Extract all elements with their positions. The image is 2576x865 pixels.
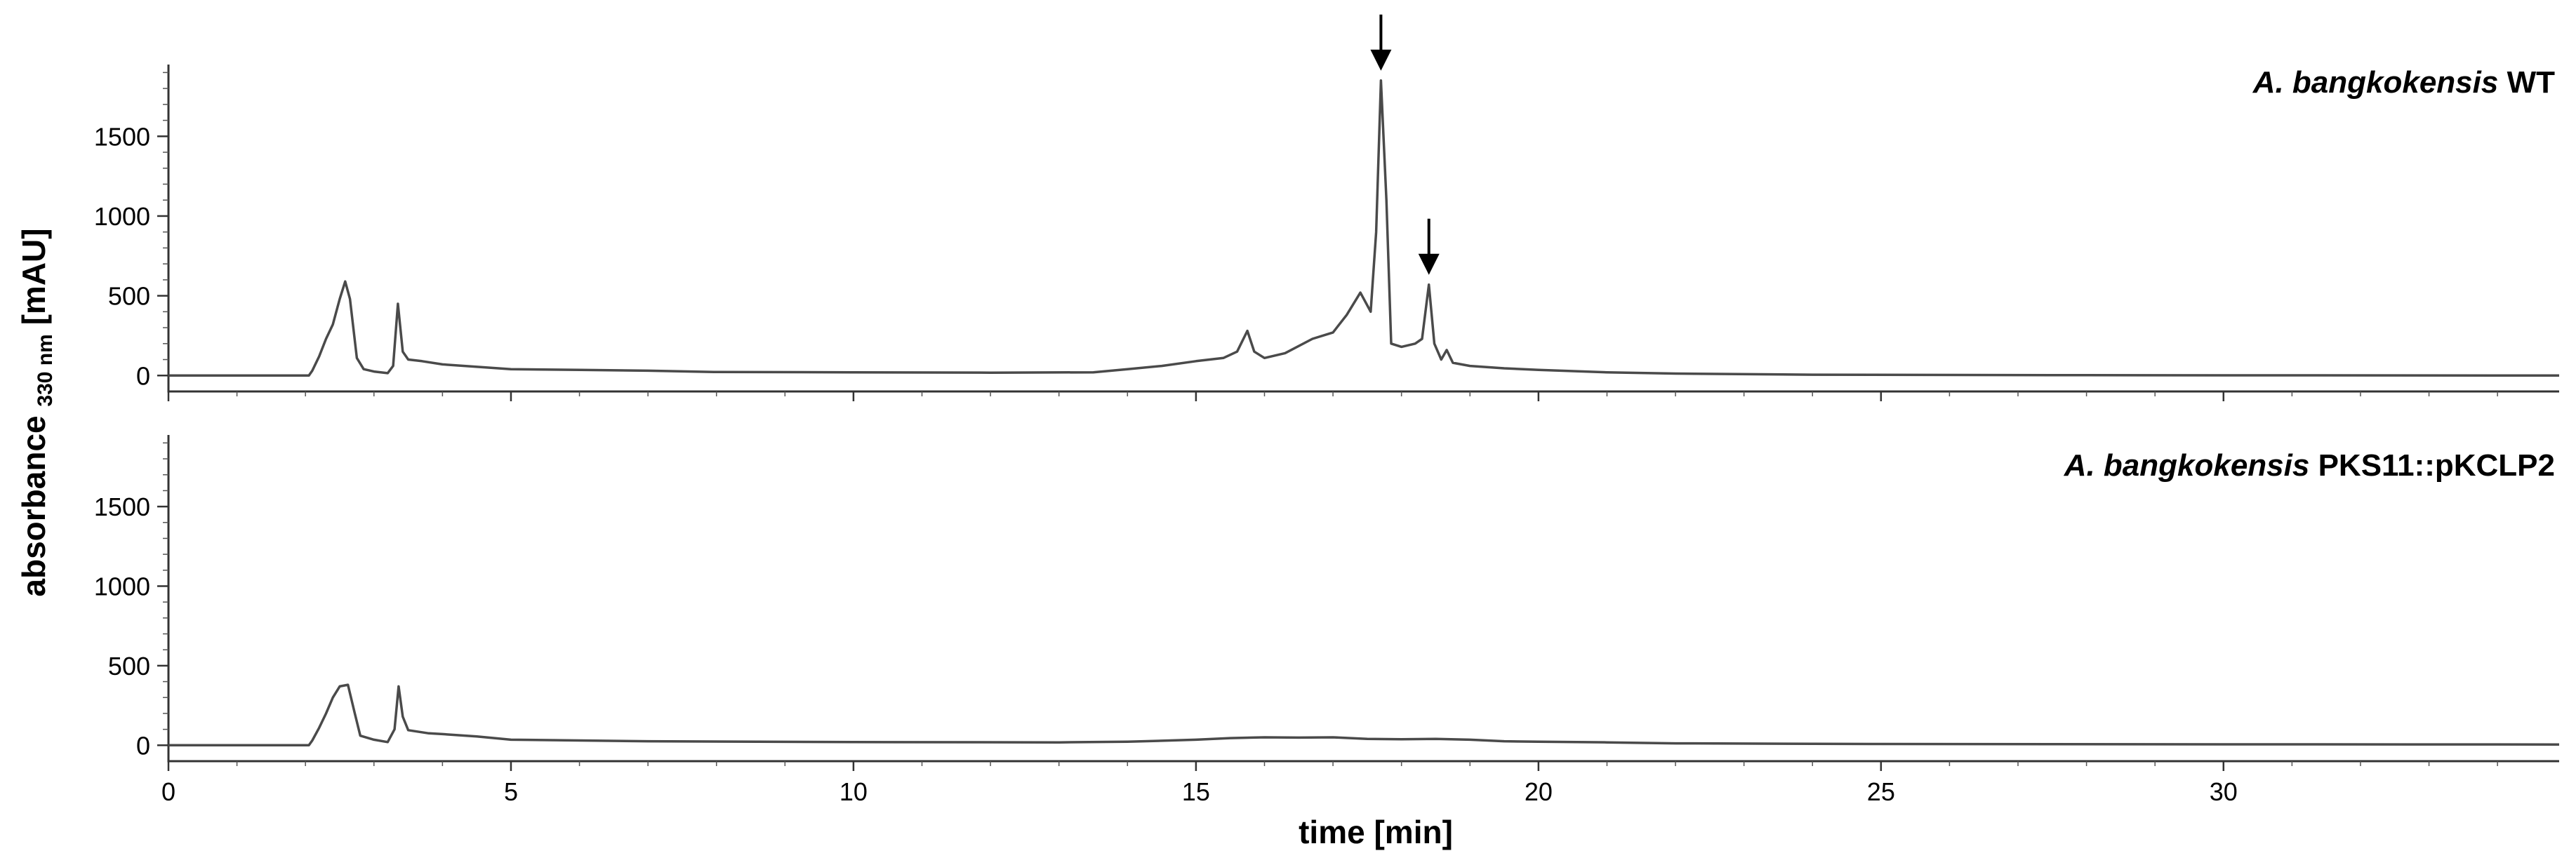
- x-tick-label: 15: [1182, 777, 1210, 806]
- panel-wt-trace: [168, 79, 2560, 377]
- x-tick-label: 25: [1867, 777, 1895, 806]
- peak-arrow-head: [1370, 49, 1392, 71]
- x-tick-label: 0: [161, 777, 175, 806]
- y-tick-label: 1000: [94, 202, 150, 231]
- panel-mutant-axes: [167, 435, 2559, 763]
- peak-arrow-head: [1418, 253, 1440, 275]
- x-axis-title: time [min]: [1299, 814, 1453, 850]
- panel-mutant-y-ticks: 0 500 1000 1500: [94, 442, 168, 760]
- panel-wt-axes: [167, 65, 2559, 393]
- panel-wt-y-ticks: 0 500 1000 1500: [94, 72, 168, 390]
- panel-wt: 0 500 1000 1500 A. bangkokensis WT: [94, 14, 2560, 401]
- y-tick-label: 1500: [94, 492, 150, 521]
- y-axis-title-unit: [mAU]: [15, 228, 52, 325]
- y-axis-title: absorbance 330 nm [mAU]: [15, 228, 59, 596]
- panel-wt-label: A. bangkokensis WT: [2252, 65, 2555, 100]
- panel-mutant: 0 500 1000 1500 0 5 10 15 20 25 30 A. bangkokensi…: [94, 435, 2560, 806]
- y-axis-title-group: absorbance 330 nm [mAU]: [15, 228, 59, 596]
- panel-mutant-x-ticks: 0 5 10 15 20 25 30: [161, 761, 2498, 806]
- panel-wt-label-species: A. bangkokensis: [2252, 65, 2499, 100]
- y-tick-label: 0: [136, 361, 150, 390]
- x-tick-label: 10: [839, 777, 868, 806]
- panel-mutant-label: A. bangkokensis PKS11::pKCLP2: [2064, 448, 2555, 483]
- panel-wt-label-strain: WT: [2498, 65, 2555, 100]
- panel-mutant-label-species: A. bangkokensis: [2064, 448, 2310, 483]
- panel-mutant-trace: [168, 683, 2560, 747]
- x-tick-label: 20: [1525, 777, 1553, 806]
- panel-mutant-label-strain: PKS11::pKCLP2: [2309, 448, 2555, 483]
- x-tick-label: 5: [504, 777, 518, 806]
- y-axis-title-main: absorbance: [15, 415, 52, 596]
- x-tick-label: 30: [2210, 777, 2238, 806]
- y-tick-label: 500: [108, 652, 150, 680]
- y-tick-label: 500: [108, 282, 150, 311]
- peak-arrows: [1370, 14, 1440, 275]
- y-tick-label: 0: [136, 731, 150, 760]
- y-tick-label: 1500: [94, 122, 150, 151]
- y-axis-title-subscript: 330 nm: [34, 334, 57, 406]
- panel-wt-x-ticks: [167, 391, 2498, 401]
- y-tick-label: 1000: [94, 572, 150, 601]
